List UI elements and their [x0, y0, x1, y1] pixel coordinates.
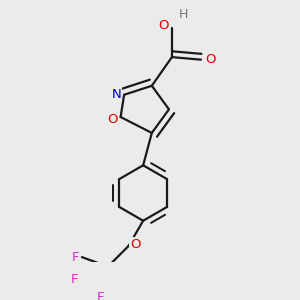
Text: O: O — [158, 19, 169, 32]
Text: O: O — [130, 238, 140, 251]
Text: O: O — [205, 53, 216, 66]
Text: N: N — [111, 88, 121, 101]
Text: F: F — [71, 250, 79, 264]
Text: F: F — [97, 291, 104, 300]
Text: H: H — [179, 8, 189, 21]
Text: O: O — [107, 113, 118, 126]
Text: F: F — [71, 273, 79, 286]
